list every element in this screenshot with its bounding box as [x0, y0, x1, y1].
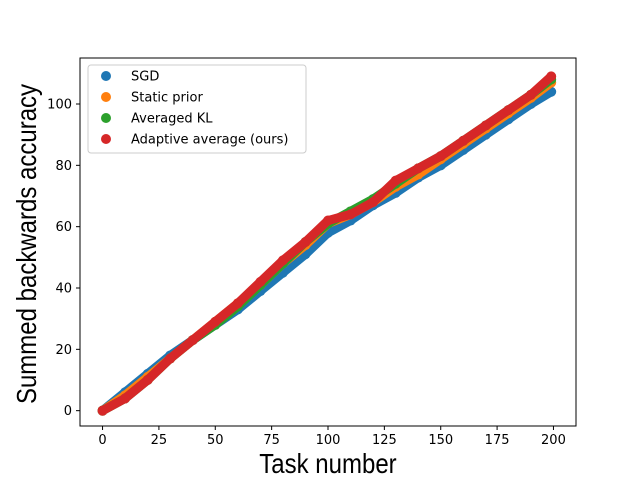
- data-point: [368, 197, 379, 208]
- legend-label: Adaptive average (ours): [131, 133, 288, 148]
- data-point: [546, 71, 557, 82]
- data-point: [390, 175, 401, 186]
- x-tick-label: 100: [316, 433, 341, 448]
- y-tick-label: 40: [55, 282, 72, 297]
- data-point: [413, 163, 424, 174]
- data-point: [480, 120, 491, 131]
- plot-series: [97, 71, 557, 416]
- x-tick-label: 75: [263, 433, 280, 448]
- x-tick-label: 150: [428, 433, 453, 448]
- legend: SGD Static prior Averaged KL Adaptive avera…: [87, 64, 307, 154]
- data-point: [503, 105, 514, 116]
- legend-marker: [101, 134, 111, 144]
- legend-label: SGD: [131, 70, 159, 85]
- legend-marker: [101, 71, 111, 81]
- x-tick-label: 50: [207, 433, 224, 448]
- x-tick-label: 0: [98, 433, 106, 448]
- data-point: [458, 135, 469, 146]
- y-tick-label: 20: [55, 343, 72, 358]
- y-tick-label: 80: [55, 159, 72, 174]
- data-point: [300, 237, 311, 247]
- series-3: [97, 71, 557, 416]
- x-tick-label: 125: [372, 433, 397, 448]
- y-tick-label: 60: [55, 220, 72, 235]
- data-point: [97, 405, 108, 416]
- y-axis: 0 20 40 60 80 100: [47, 98, 80, 419]
- data-point: [345, 209, 356, 220]
- data-point: [323, 215, 333, 226]
- x-tick-label: 175: [485, 433, 510, 448]
- x-tick-label: 200: [541, 433, 566, 448]
- data-point: [255, 276, 266, 287]
- y-tick-label: 100: [47, 98, 72, 113]
- legend-label: Averaged KL: [131, 112, 213, 127]
- legend-marker: [101, 92, 111, 102]
- legend-label: Static prior: [131, 91, 203, 106]
- data-point: [435, 151, 446, 162]
- legend-frame: [87, 64, 307, 154]
- data-point: [120, 393, 131, 404]
- data-point: [142, 375, 153, 385]
- data-point: [277, 255, 288, 266]
- data-point: [210, 316, 221, 327]
- y-tick-label: 0: [64, 404, 72, 419]
- x-axis-title: Task number: [259, 450, 397, 480]
- data-point: [187, 335, 198, 346]
- data-point: [165, 353, 176, 364]
- y-axis-title: Summed backwards accuracy: [13, 84, 43, 404]
- data-point: [525, 89, 536, 100]
- x-tick-label: 25: [151, 433, 168, 448]
- legend-marker: [101, 113, 111, 123]
- x-axis: 0 25 50 75 100 125 150 175 200: [98, 426, 566, 448]
- data-point: [232, 298, 243, 309]
